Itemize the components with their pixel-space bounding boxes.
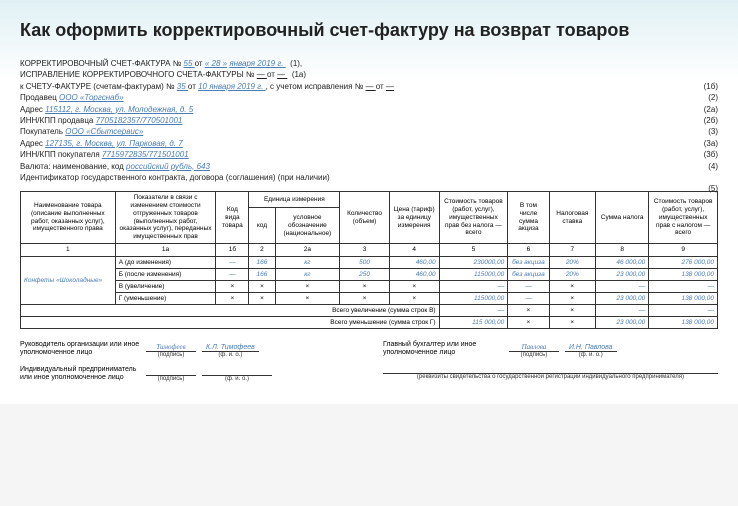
th-price: Цена (тариф) за единицу измерения — [389, 192, 439, 244]
row-sum-v: Всего увеличение (сумма строк В) — × × —… — [21, 304, 718, 316]
th-qty: Количество (объем) — [340, 192, 390, 244]
ref-invoice-line: к СЧЕТУ-ФАКТУРЕ (счетам-фактурам) № 35 о… — [20, 82, 718, 92]
ip-rekv: (реквизиты свидетельства о государственн… — [383, 366, 718, 380]
page-title: Как оформить корректировочный счет-факту… — [20, 20, 718, 41]
manager-signature: Руководитель организации или иное уполно… — [20, 341, 355, 358]
row-v: В (увеличение) × × × × × — — × — — — [21, 280, 718, 292]
row-a: Конфеты «Шоколадные» А (до изменения) — … — [21, 256, 718, 268]
document-page: Как оформить корректировочный счет-факту… — [0, 0, 738, 404]
correction-line: ИСПРАВЛЕНИЕ КОРРЕКТИРОВОЧНОГО СЧЕТА-ФАКТ… — [20, 70, 718, 80]
th-code: Код вида товара — [216, 192, 249, 244]
label: КОРРЕКТИРОВОЧНЫЙ СЧЕТ-ФАКТУРА № — [20, 59, 184, 68]
seller-line: Продавец ООО «Торгснаб» (2) — [20, 93, 718, 103]
row-g: Г (уменьшение) × × × × × 115000,00 — × 2… — [21, 292, 718, 304]
goods-table: Наименование товара (описание выполненны… — [20, 191, 718, 329]
th-unit: Единица измерения — [249, 192, 340, 208]
th-name: Наименование товара (описание выполненны… — [21, 192, 116, 244]
th-indicators: Показатели в связи с изменением стоимост… — [115, 192, 216, 244]
seller-inn-line: ИНН/КПП продавца 7705182357/770501001 (2… — [20, 116, 718, 126]
th-unit-name: условное обозначение (национальное) — [275, 208, 340, 244]
currency-line: Валюта: наименование, код российский руб… — [20, 162, 718, 172]
th-rate: Налоговая ставка — [549, 192, 595, 244]
th-cost: Стоимость товаров (работ, услуг), имущес… — [439, 192, 508, 244]
ip-signature: Индивидуальный предприниматель или иное … — [20, 366, 355, 383]
row-b: Б (после изменения) — 166 кг 250 460,00 … — [21, 268, 718, 280]
buyer-line: Покупатель ООО «Сбытсервис» (3) — [20, 127, 718, 137]
invoice-number-line: КОРРЕКТИРОВОЧНЫЙ СЧЕТ-ФАКТУРА № 55 от « … — [20, 59, 718, 69]
row-sum-g: Всего уменьшение (сумма строк Г) 115 000… — [21, 316, 718, 328]
signatures-block: Руководитель организации или иное уполно… — [20, 341, 718, 391]
th-excise: В том числе сумма акциза — [508, 192, 549, 244]
buyer-inn-line: ИНН/КПП покупателя 7715972835/771501001 … — [20, 150, 718, 160]
th-total: Стоимость товаров (работ, услуг), имущес… — [649, 192, 718, 244]
buyer-addr-line: Адрес 127135, г. Москва, ул. Парковая, д… — [20, 139, 718, 149]
accountant-signature: Главный бухгалтер или иное уполномоченно… — [383, 341, 718, 358]
contract-line: Идентификатор государственного контракта… — [20, 173, 718, 183]
th-unit-code: код — [249, 208, 275, 244]
value: 55 — [184, 59, 195, 68]
th-tax: Сумма налога — [596, 192, 649, 244]
seller-addr-line: Адрес 115112, г. Москва, ул. Молодежная,… — [20, 105, 718, 115]
